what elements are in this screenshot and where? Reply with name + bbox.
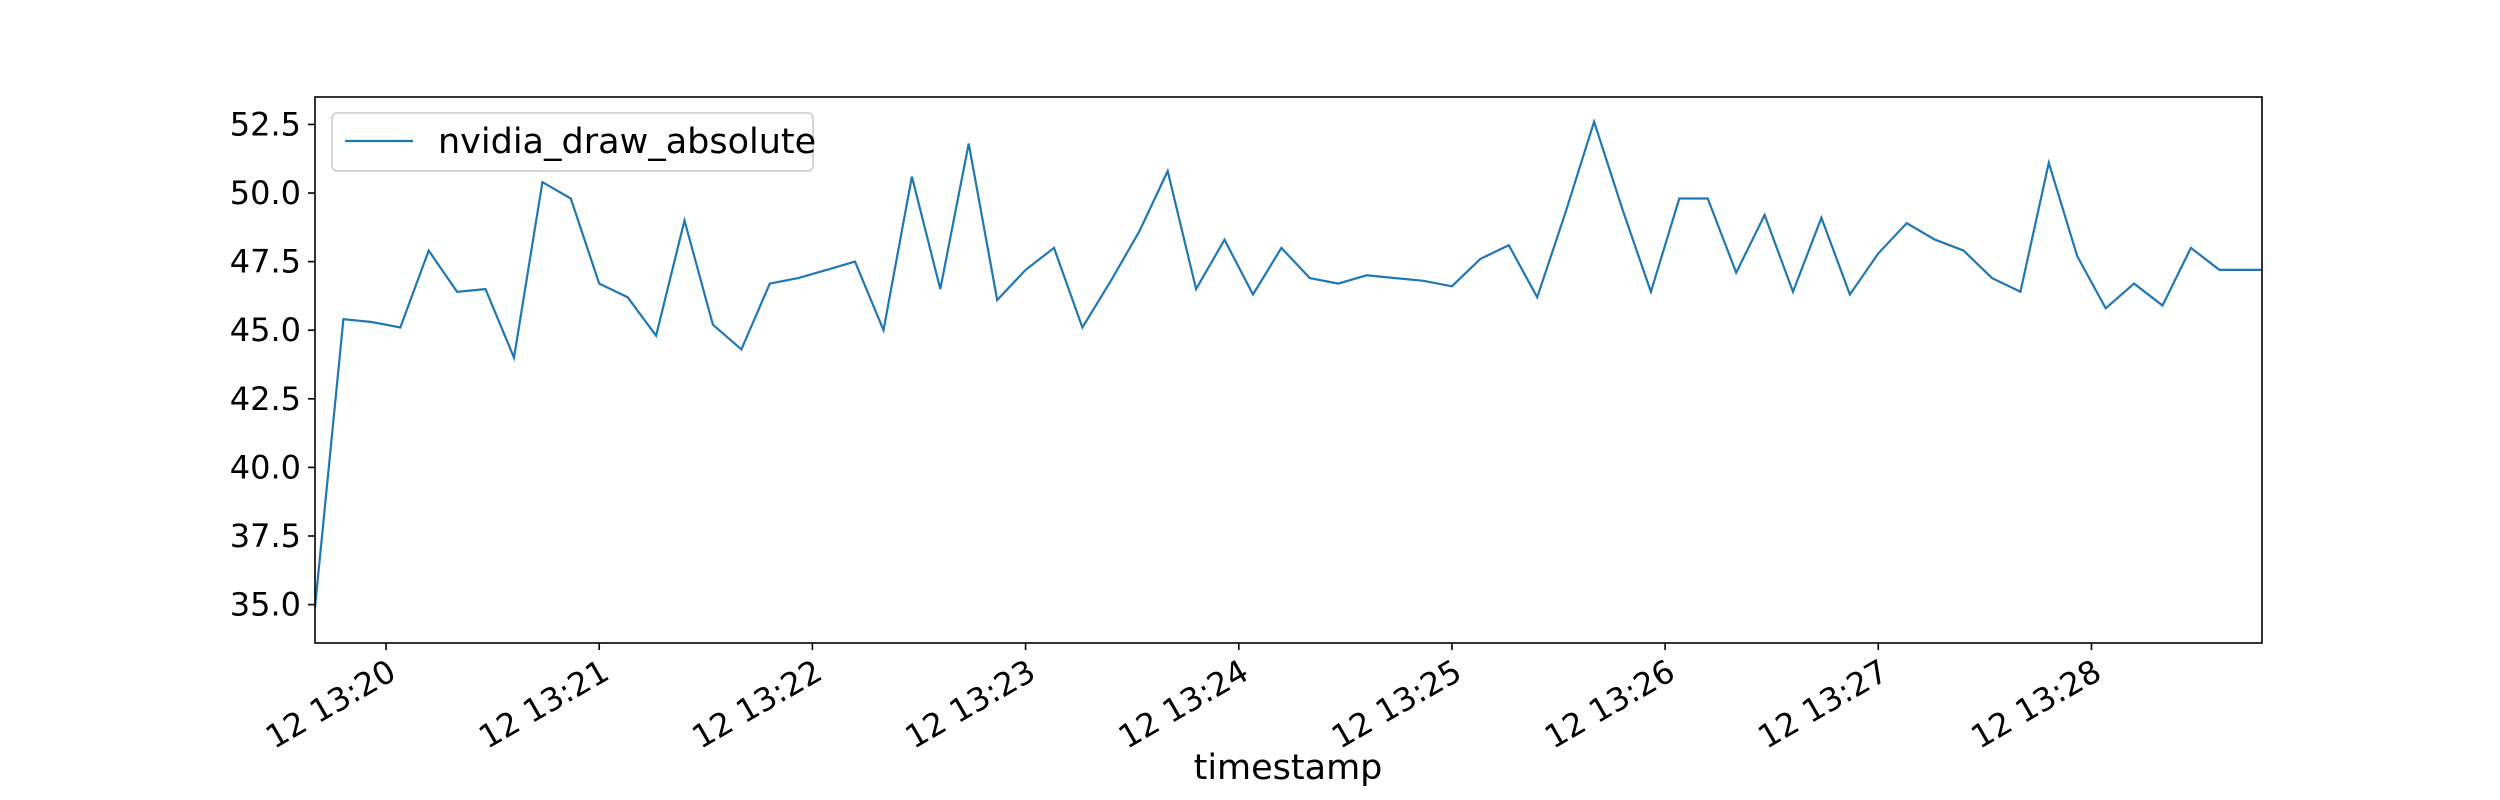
y-tick-label: 35.0 <box>230 586 301 624</box>
legend-box <box>331 112 814 172</box>
y-tick-label: 42.5 <box>230 380 301 418</box>
y-tick-label: 50.0 <box>230 174 301 212</box>
legend-label: nvidia_draw_absolute <box>438 122 816 162</box>
y-axis-ticks: 35.0 37.5 40.0 42.5 45.0 47.5 50.0 52.5 <box>230 105 315 624</box>
series-line <box>313 118 2262 608</box>
plot-area-frame <box>314 96 2263 644</box>
y-tick-label: 47.5 <box>230 243 301 281</box>
x-axis-title: timestamp <box>1194 748 1383 788</box>
y-tick-label: 40.0 <box>230 448 301 486</box>
y-tick-label: 37.5 <box>230 517 301 555</box>
y-tick-label: 45.0 <box>230 311 301 349</box>
y-tick-label: 52.5 <box>230 105 301 143</box>
legend: nvidia_draw_absolute <box>331 112 816 172</box>
